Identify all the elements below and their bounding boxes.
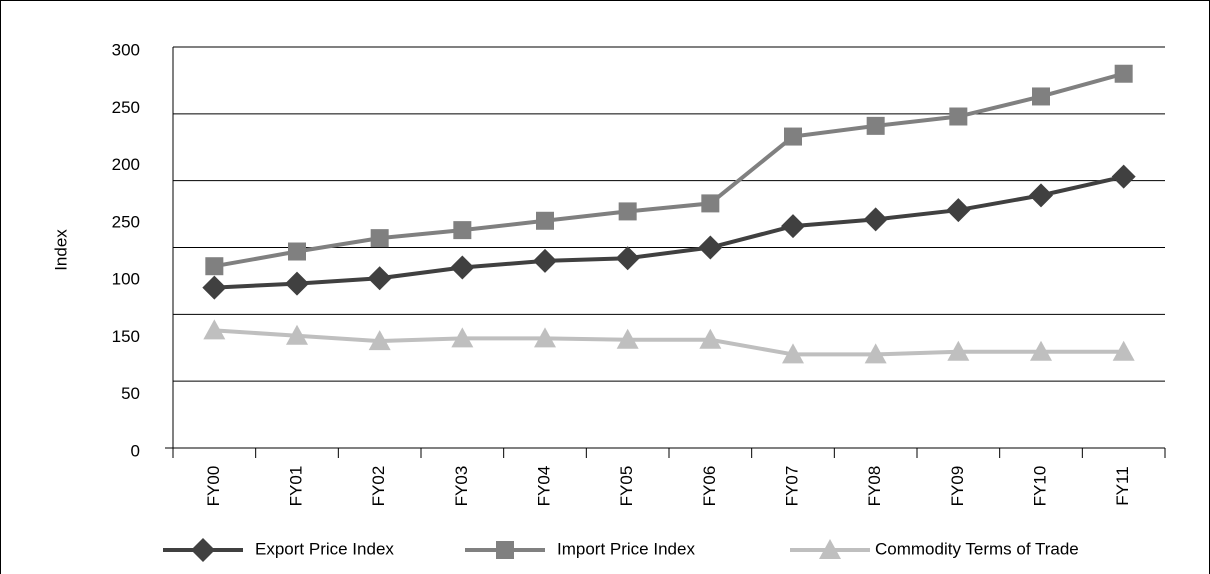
marker: [367, 266, 392, 291]
series-line: [214, 328, 1124, 357]
marker: [949, 107, 968, 126]
marker: [618, 202, 637, 221]
marker: [451, 327, 474, 348]
legend-label: Export Price Index: [255, 539, 394, 558]
series-line: [214, 174, 1125, 290]
marker: [286, 324, 308, 345]
x-tick-label: FY02: [369, 466, 388, 507]
y-tick-label: 0: [131, 441, 140, 460]
x-tick-label: FY04: [534, 466, 553, 507]
y-tick-label: 150: [112, 327, 140, 346]
marker: [370, 229, 389, 248]
marker: [864, 343, 887, 364]
x-tick-label: FY06: [700, 466, 719, 507]
y-tick-label: 250: [112, 98, 140, 117]
marker: [781, 214, 805, 239]
y-tick-label: 50: [121, 384, 140, 403]
marker: [1029, 183, 1053, 208]
marker: [946, 198, 971, 223]
y-tick-label: 250: [112, 212, 140, 231]
x-tick-label: FY10: [1030, 466, 1049, 507]
marker: [698, 235, 723, 260]
marker: [534, 327, 556, 348]
marker: [699, 328, 722, 349]
series-line: [213, 71, 1125, 269]
x-tick-label: FY09: [948, 466, 967, 507]
marker: [288, 242, 306, 261]
marker: [782, 343, 804, 364]
marker: [784, 127, 802, 146]
x-tick-label: FY05: [617, 466, 636, 507]
marker: [616, 328, 639, 349]
marker: [701, 194, 720, 213]
marker: [866, 116, 885, 135]
marker: [819, 539, 841, 559]
marker: [1114, 64, 1133, 83]
marker: [202, 275, 227, 300]
x-tick-label: FY07: [782, 466, 801, 507]
marker: [285, 271, 309, 296]
x-tick-label: FY00: [204, 466, 223, 507]
marker: [453, 221, 472, 240]
x-tick-label: FY03: [452, 466, 471, 507]
marker: [1030, 340, 1052, 361]
marker: [1112, 340, 1135, 361]
y-tick-label: 300: [112, 40, 140, 59]
marker: [1032, 87, 1050, 106]
marker: [863, 207, 888, 232]
legend-label: Import Price Index: [557, 539, 695, 558]
marker: [496, 541, 514, 559]
marker: [947, 340, 970, 361]
marker: [368, 330, 391, 351]
y-tick-label: 200: [112, 155, 140, 174]
marker: [533, 248, 557, 273]
marker: [203, 319, 226, 340]
y-axis-label: Index: [51, 229, 70, 271]
marker: [205, 257, 224, 276]
marker: [191, 538, 215, 562]
x-tick-label: FY11: [1113, 466, 1132, 505]
x-tick-label: FY01: [286, 466, 305, 507]
marker: [1111, 164, 1136, 189]
legend-label: Commodity Terms of Trade: [875, 539, 1079, 558]
x-tick-label: FY08: [865, 466, 884, 507]
marker: [450, 255, 475, 280]
marker: [615, 246, 640, 271]
marker: [536, 211, 554, 230]
y-tick-label: 100: [112, 270, 140, 289]
